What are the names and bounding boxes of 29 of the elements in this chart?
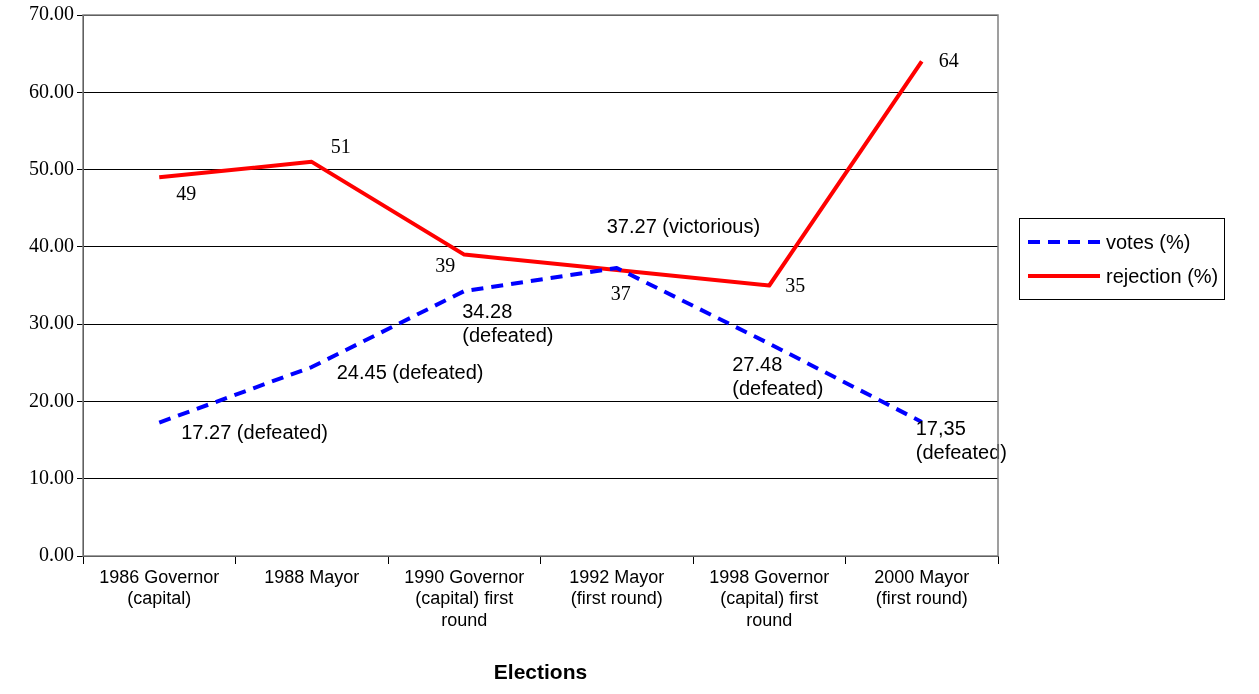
data-label: 49 [176,181,197,204]
x-tick-label: 1992 Mayor (first round) [569,566,665,609]
x-tick-label: 1988 Mayor [264,566,360,587]
y-tick-label: 0.00 [39,543,74,566]
y-tick-label: 70.00 [29,2,74,25]
y-tick-label: 60.00 [29,79,74,102]
data-label: 51 [330,135,351,158]
y-tick-label: 10.00 [29,465,74,488]
y-tick-label: 20.00 [29,388,74,411]
y-tick-label: 30.00 [29,311,74,334]
data-label: 34.28 (defeated) [462,299,554,346]
data-label: 37.27 (victorious) [606,215,761,238]
data-label: 24.45 (defeated) [336,360,484,383]
x-tick-label: 1986 Governor (capital) [99,566,220,609]
x-tick-label: 1990 Governor (capital) first round [404,566,525,630]
data-label: 17,35 (defeated) [915,417,1007,464]
legend-label: rejection (%) [1106,264,1219,288]
y-tick-label: 50.00 [29,156,74,179]
x-axis-title: Elections [493,660,588,684]
legend-label: votes (%) [1106,230,1191,254]
data-label: 17.27 (defeated) [181,421,329,444]
data-label: 27.48 (defeated) [732,353,824,400]
data-label: 64 [938,48,959,71]
data-label: 39 [435,253,456,276]
x-tick-label: 1998 Governor (capital) first round [709,566,830,630]
data-label: 37 [610,282,631,305]
x-tick-label: 2000 Mayor (first round) [874,566,970,609]
y-tick-label: 40.00 [29,234,74,257]
data-label: 35 [785,273,806,296]
